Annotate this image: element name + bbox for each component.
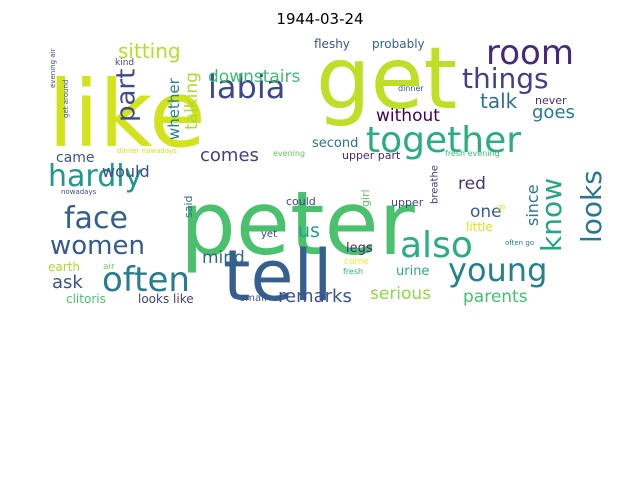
word-evening: evening <box>273 149 305 158</box>
word-urine: urine <box>396 264 429 279</box>
word-kind: kind <box>115 58 134 68</box>
word-said: said <box>182 195 195 218</box>
word-evening-air: evening air <box>49 49 57 88</box>
word-ask: ask <box>52 272 83 293</box>
word-second: second <box>312 136 358 151</box>
word-part: part <box>111 69 141 122</box>
word-go: go <box>497 203 506 211</box>
word-upper-part: upper part <box>342 149 401 162</box>
word-earth: earth <box>48 260 80 274</box>
word-hardly: hardly <box>48 159 142 194</box>
word-us: us <box>298 220 320 242</box>
word-often-go: often go <box>505 239 534 247</box>
word-labia: labia <box>208 68 285 106</box>
word-mind: mind <box>202 248 245 268</box>
word-probably: probably <box>372 38 425 51</box>
word-downstairs: downstairs <box>208 67 301 87</box>
word-red: red <box>458 174 486 194</box>
word-yet: yet <box>261 229 277 240</box>
word-since: since <box>523 184 542 226</box>
word-peter: peter <box>180 172 416 275</box>
word-get: get <box>316 38 457 129</box>
word-would: would <box>102 162 150 181</box>
word-remarks: remarks <box>278 286 352 307</box>
word-talk: talk <box>480 89 518 113</box>
word-parents: parents <box>463 287 528 307</box>
word-things: things <box>462 62 549 95</box>
word-nowadays: nowadays <box>61 188 97 196</box>
word-talking: talking <box>182 72 202 130</box>
word-legs: legs <box>346 241 373 256</box>
word-women: women <box>50 231 145 261</box>
word-know: know <box>535 178 568 252</box>
word-breathe: breathe <box>429 165 440 204</box>
word-tell: tell <box>223 235 332 317</box>
word-without: without <box>376 106 440 126</box>
word-young: young <box>448 251 547 289</box>
word-never: never <box>535 94 567 107</box>
word-upper: upper <box>391 196 424 209</box>
word-looks-like: looks like <box>138 292 194 306</box>
word-looks: looks <box>575 170 606 243</box>
word-also: also <box>400 225 473 266</box>
word-fresh: fresh <box>343 267 363 276</box>
word-fleshy: fleshy <box>314 38 350 51</box>
word-get-around: get around <box>62 80 70 118</box>
chart-title: 1944-03-24 <box>276 10 364 28</box>
word-little: little <box>466 220 493 234</box>
word-small: small <box>240 293 267 304</box>
word-often: often <box>102 260 190 300</box>
word-face: face <box>64 201 128 236</box>
word-come: come <box>344 257 369 267</box>
word-fresh-evening: fresh evening <box>445 149 500 158</box>
word-room: room <box>486 38 574 73</box>
word-one: one <box>470 202 502 222</box>
word-serious: serious <box>370 284 431 304</box>
word-sitting: sitting <box>118 39 181 63</box>
word-whether: whether <box>165 77 183 140</box>
word-could: could <box>286 195 316 208</box>
word-girl: girl <box>359 189 372 207</box>
word-air: air <box>103 262 115 272</box>
word-goes: goes <box>532 102 575 123</box>
word-like: like <box>48 61 206 168</box>
word-comes: comes <box>200 145 259 166</box>
word-dinner: dinner <box>398 84 424 93</box>
word-together: together <box>366 120 521 161</box>
word-came: came <box>56 150 95 166</box>
word-clitoris: clitoris <box>66 292 106 306</box>
word-dinner-nowadays: dinner nowadays <box>117 147 177 155</box>
